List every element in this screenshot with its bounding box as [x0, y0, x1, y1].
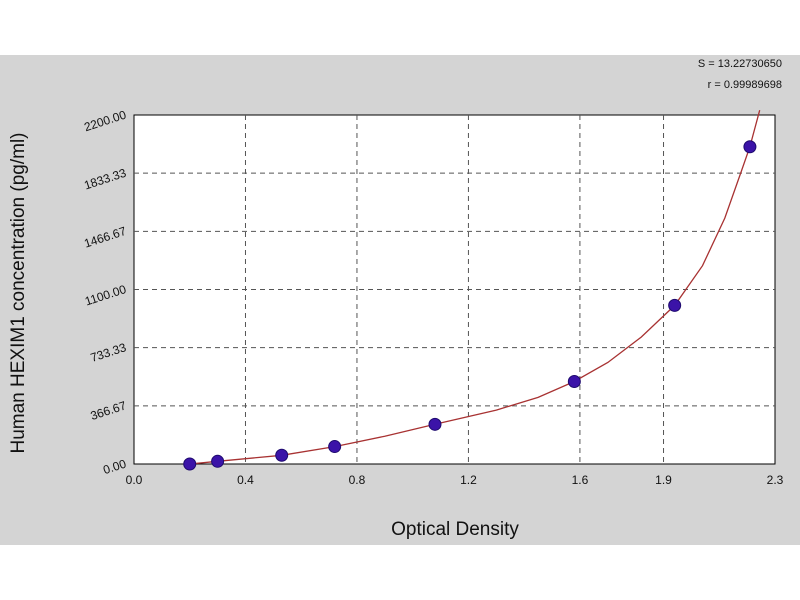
data-point	[328, 440, 342, 454]
y-tick-labels: 0.00 366.67 733.33 1100.00 1466.67 1833.33 220…	[82, 107, 128, 477]
y-tick-label: 733.33	[89, 340, 129, 365]
data-point	[183, 457, 197, 471]
x-tick-label: 2.3	[767, 473, 784, 487]
data-point	[743, 140, 757, 154]
x-tick-label: 1.2	[460, 473, 477, 487]
grid-lines	[134, 115, 775, 464]
y-tick-label: 1466.67	[82, 224, 128, 251]
data-point	[668, 298, 682, 312]
x-tick-label: 1.6	[572, 473, 589, 487]
data-point	[428, 417, 442, 431]
x-tick-label: 0.8	[349, 473, 366, 487]
y-tick-label: 1100.00	[83, 282, 128, 309]
chart-figure: 0.0 0.4 0.8 1.2 1.6 1.9 2.3 0.00 366.67 733.33 11…	[0, 55, 800, 545]
fit-statistic-r: r = 0.99989698	[708, 79, 782, 91]
data-point	[211, 454, 225, 468]
y-tick-label: 0.00	[101, 456, 128, 477]
x-tick-label: 0.4	[237, 473, 254, 487]
data-point	[567, 375, 581, 389]
y-tick-label: 2200.00	[82, 107, 128, 134]
x-tick-label: 0.0	[126, 473, 143, 487]
y-axis-title: Human HEXIM1 concentration (pg/ml)	[8, 132, 29, 453]
y-tick-label: 366.67	[89, 398, 129, 423]
chart-svg: 0.0 0.4 0.8 1.2 1.6 1.9 2.3 0.00 366.67 733.33 11…	[8, 58, 784, 540]
x-axis-title: Optical Density	[391, 519, 519, 540]
x-tick-label: 1.9	[655, 473, 672, 487]
fit-statistic-s: S = 13.22730650	[698, 58, 782, 70]
x-tick-labels: 0.0 0.4 0.8 1.2 1.6 1.9 2.3	[126, 473, 784, 487]
data-point	[275, 448, 289, 462]
y-tick-label: 1833.33	[82, 166, 128, 193]
data-points	[183, 140, 757, 471]
